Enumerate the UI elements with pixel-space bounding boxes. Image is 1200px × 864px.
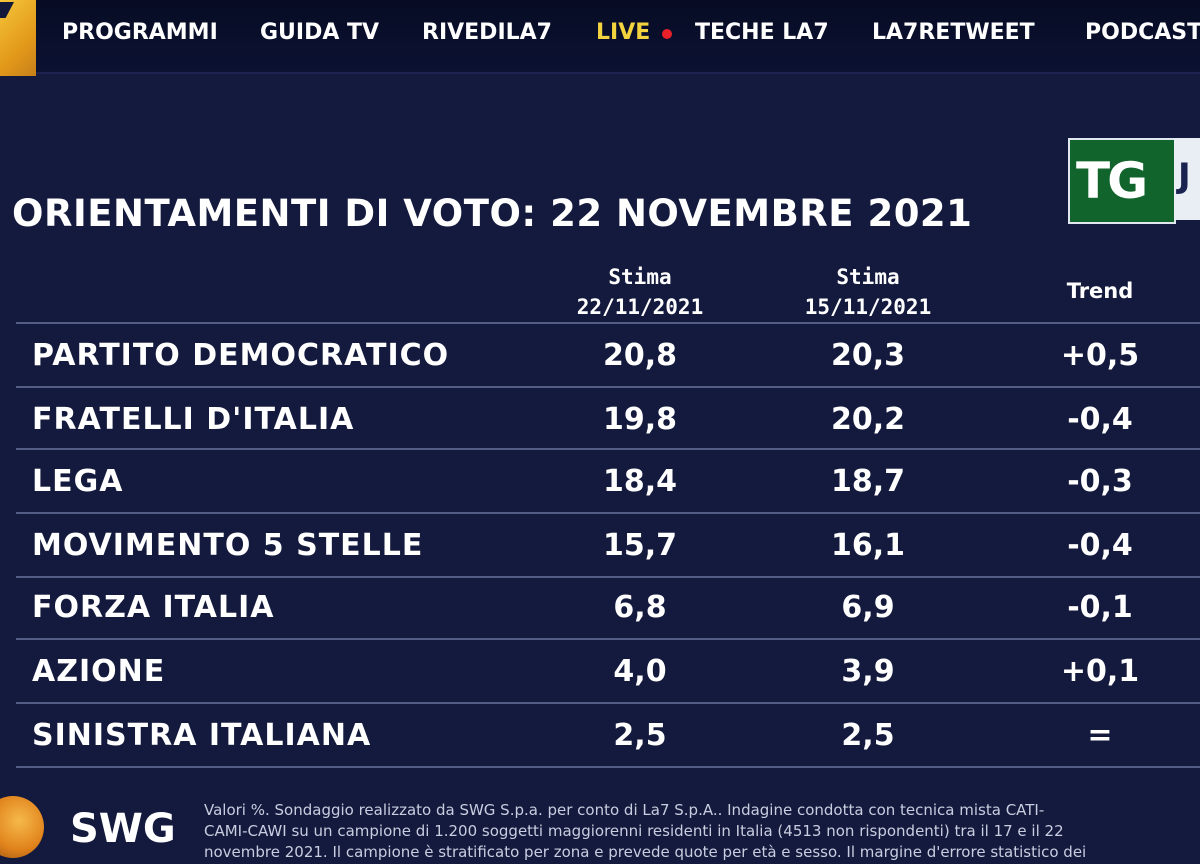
trend-value: =: [1087, 718, 1113, 753]
party-name: MOVIMENTO 5 STELLE: [32, 528, 424, 563]
column-header-current-label: Stima: [608, 265, 672, 289]
row-divider: [16, 766, 1200, 768]
tg-logo: TG: [1068, 138, 1176, 224]
trend-value: -0,3: [1067, 464, 1133, 499]
previous-value: 3,9: [841, 654, 895, 689]
nav-item-teche-la7[interactable]: TECHE LA7: [695, 20, 829, 45]
row-divider: [16, 448, 1200, 450]
row-divider: [16, 322, 1200, 324]
page-title: ORIENTAMENTI DI VOTO: 22 NOVEMBRE 2021: [12, 192, 973, 235]
previous-value: 18,7: [830, 464, 906, 499]
la7-logo-glyph: [0, 2, 14, 18]
methodology-note: Valori %. Sondaggio realizzato da SWG S.…: [204, 800, 1200, 863]
current-value: 19,8: [602, 402, 678, 437]
nav-item-la7retweet[interactable]: LA7RETWEET: [872, 20, 1035, 45]
nav-item-live[interactable]: LIVE: [596, 20, 651, 45]
tg-logo-partial-text: J: [1178, 156, 1191, 196]
party-name: LEGA: [32, 464, 124, 499]
previous-value: 20,3: [830, 338, 906, 373]
current-value: 6,8: [613, 590, 667, 625]
nav-item-rivedila7[interactable]: RIVEDILA7: [422, 20, 552, 45]
tg-logo-partial: J: [1174, 138, 1200, 220]
trend-value: -0,1: [1067, 590, 1133, 625]
party-name: PARTITO DEMOCRATICO: [32, 338, 450, 373]
methodology-note-line: CAMI-CAWI su un campione di 1.200 sogget…: [204, 822, 1064, 840]
row-divider: [16, 638, 1200, 640]
trend-value: -0,4: [1067, 528, 1133, 563]
previous-value: 6,9: [841, 590, 895, 625]
column-header-previous-label: Stima: [836, 265, 900, 289]
nav-item-guida-tv[interactable]: GUIDA TV: [260, 20, 380, 45]
live-indicator-icon: [662, 29, 672, 39]
column-header-current: Stima 22/11/2021: [540, 262, 740, 322]
swg-logo-text: SWG: [70, 806, 176, 852]
methodology-note-line: novembre 2021. Il campione è stratificat…: [204, 843, 1087, 861]
previous-value: 2,5: [841, 718, 895, 753]
trend-value: +0,1: [1060, 654, 1140, 689]
party-name: AZIONE: [32, 654, 166, 689]
methodology-note-line: Valori %. Sondaggio realizzato da SWG S.…: [204, 801, 1045, 819]
table-row: FRATELLI D'ITALIA 19,8 20,2 -0,4: [16, 388, 1200, 450]
la7-logo[interactable]: [0, 0, 36, 76]
previous-value: 20,2: [830, 402, 906, 437]
top-nav-bar: PROGRAMMI GUIDA TV RIVEDILA7 LIVE TECHE …: [0, 0, 1200, 76]
row-divider: [16, 576, 1200, 578]
previous-value: 16,1: [830, 528, 906, 563]
party-name: FORZA ITALIA: [32, 590, 275, 625]
table-row: SINISTRA ITALIANA 2,5 2,5 =: [16, 704, 1200, 766]
party-name: FRATELLI D'ITALIA: [32, 402, 355, 437]
party-name: SINISTRA ITALIANA: [32, 718, 372, 753]
current-value: 20,8: [602, 338, 678, 373]
column-header-previous-date: 15/11/2021: [804, 295, 932, 319]
column-header-current-date: 22/11/2021: [576, 295, 704, 319]
row-divider: [16, 702, 1200, 704]
table-row: FORZA ITALIA 6,8 6,9 -0,1: [16, 576, 1200, 638]
nav-item-podcast[interactable]: PODCAST: [1085, 20, 1200, 45]
current-value: 4,0: [613, 654, 667, 689]
swg-logo: SWG: [0, 790, 200, 864]
tg-logo-text: TG: [1076, 152, 1148, 210]
column-header-previous: Stima 15/11/2021: [768, 262, 968, 322]
table-row: AZIONE 4,0 3,9 +0,1: [16, 640, 1200, 702]
trend-value: +0,5: [1060, 338, 1140, 373]
table-row: PARTITO DEMOCRATICO 20,8 20,3 +0,5: [16, 324, 1200, 386]
table-row: LEGA 18,4 18,7 -0,3: [16, 450, 1200, 512]
current-value: 2,5: [613, 718, 667, 753]
nav-item-programmi[interactable]: PROGRAMMI: [62, 20, 218, 45]
current-value: 18,4: [602, 464, 678, 499]
row-divider: [16, 386, 1200, 388]
swg-globe-icon: [0, 796, 44, 858]
table-row: MOVIMENTO 5 STELLE 15,7 16,1 -0,4: [16, 514, 1200, 576]
trend-value: -0,4: [1067, 402, 1133, 437]
row-divider: [16, 512, 1200, 514]
current-value: 15,7: [602, 528, 678, 563]
column-header-trend: Trend: [1066, 279, 1134, 303]
